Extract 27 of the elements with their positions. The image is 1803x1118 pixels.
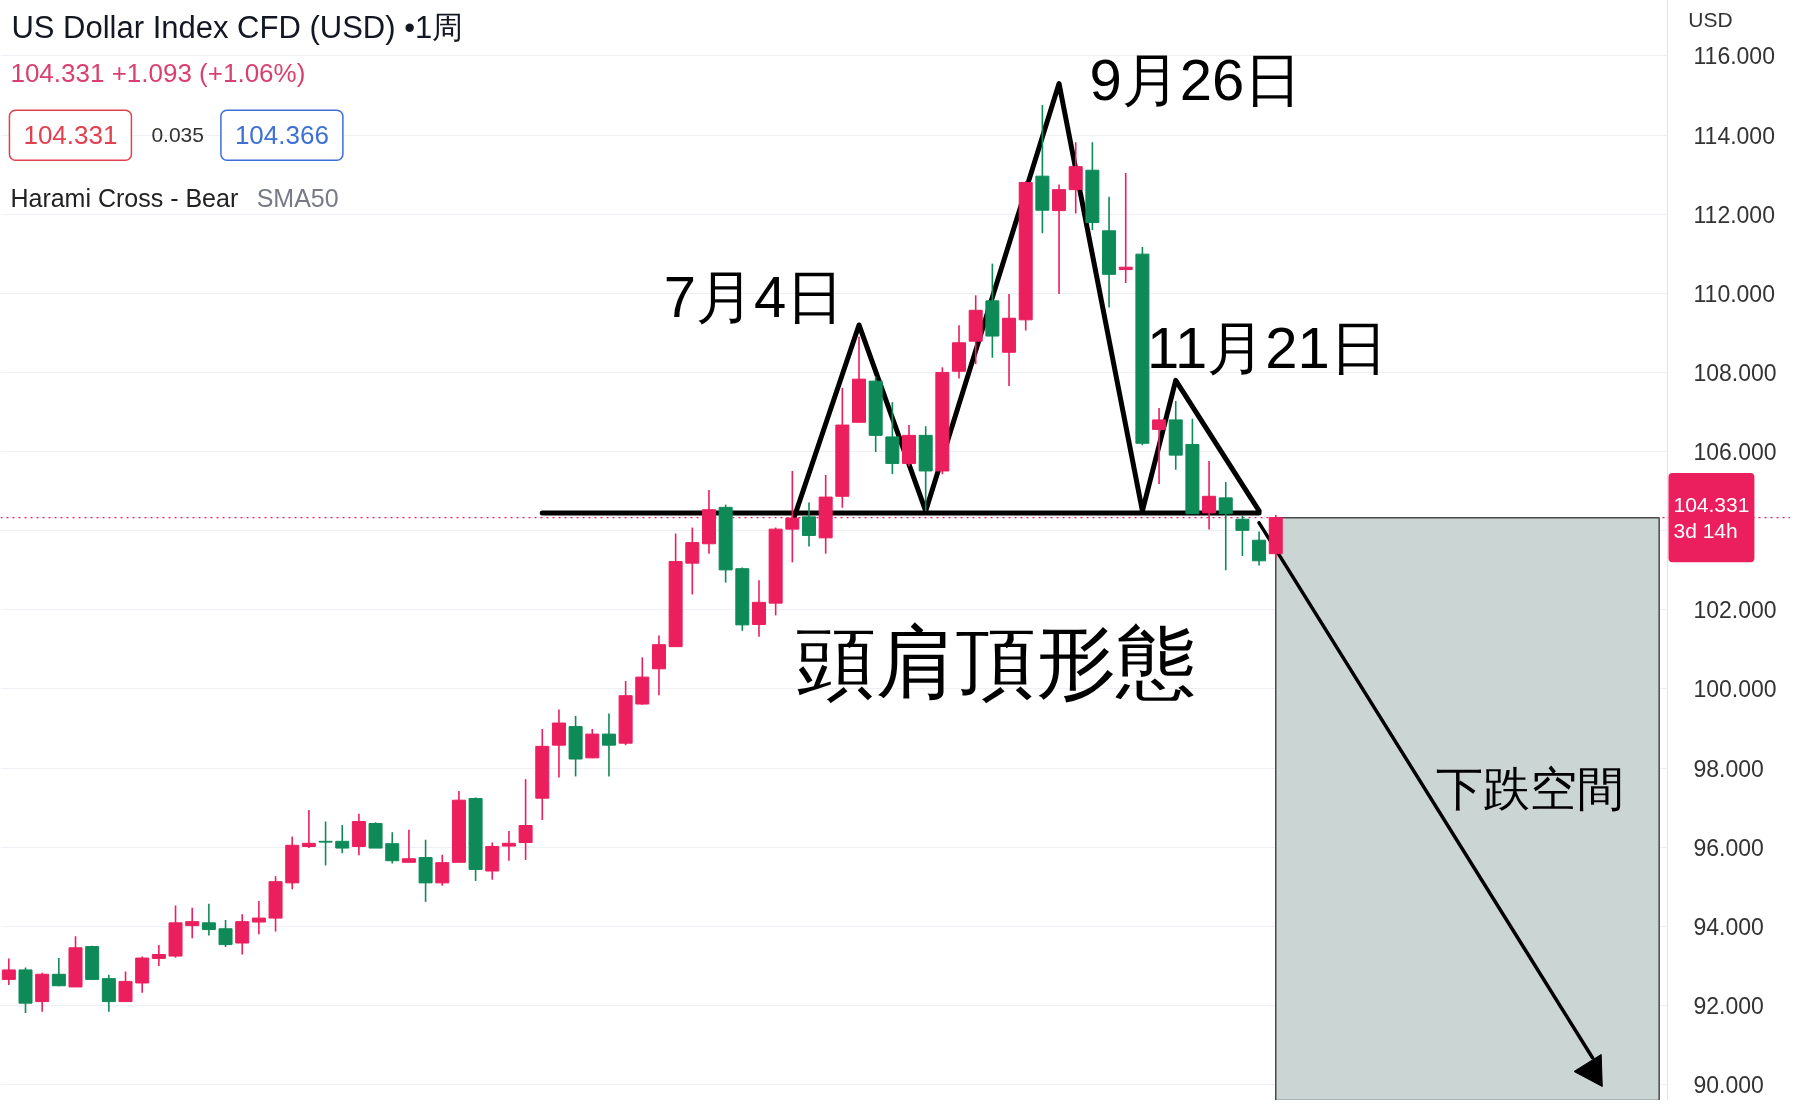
y-axis-title: USD <box>1688 7 1733 31</box>
y-tick-label: 112.000 <box>1693 201 1775 228</box>
annotation: 下跌空間 <box>1436 762 1625 816</box>
ref-line-label: 104.331 3d 14h <box>1673 492 1750 543</box>
annotation: 104.331 <box>23 120 118 151</box>
y-tick-label: 108.000 <box>1693 359 1777 386</box>
annotation: 9月26日 <box>1089 46 1303 112</box>
y-tick-label: 96.000 <box>1693 834 1764 861</box>
y-tick-label: 116.000 <box>1693 43 1775 70</box>
text: 104.331 +1.093 (+1.06%) <box>10 58 306 89</box>
annotation: 11月21日 <box>1146 315 1388 381</box>
annotation: SMA50 <box>256 184 339 213</box>
annotation: Harami Cross - Bear <box>10 184 239 213</box>
annotation: 7月4日 <box>663 264 845 330</box>
y-tick-label: 98.000 <box>1693 755 1764 782</box>
y-tick-label: 92.000 <box>1693 993 1764 1020</box>
y-tick-label: 106.000 <box>1693 439 1777 466</box>
y-tick-label: 114.000 <box>1693 122 1775 149</box>
y-tick-label: 110.000 <box>1693 280 1775 307</box>
y-tick-label: 90.000 <box>1693 1072 1764 1099</box>
annotation: 頭肩頂形態 <box>796 618 1197 708</box>
annotation: 0.035 <box>151 123 204 147</box>
chart-title: US Dollar Index CFD (USD) •1周 <box>11 9 464 45</box>
y-tick-label: 94.000 <box>1693 913 1764 940</box>
y-tick-label: 102.000 <box>1693 597 1777 624</box>
annotation: 104.366 <box>234 120 329 151</box>
y-tick-label: 100.000 <box>1693 676 1777 703</box>
